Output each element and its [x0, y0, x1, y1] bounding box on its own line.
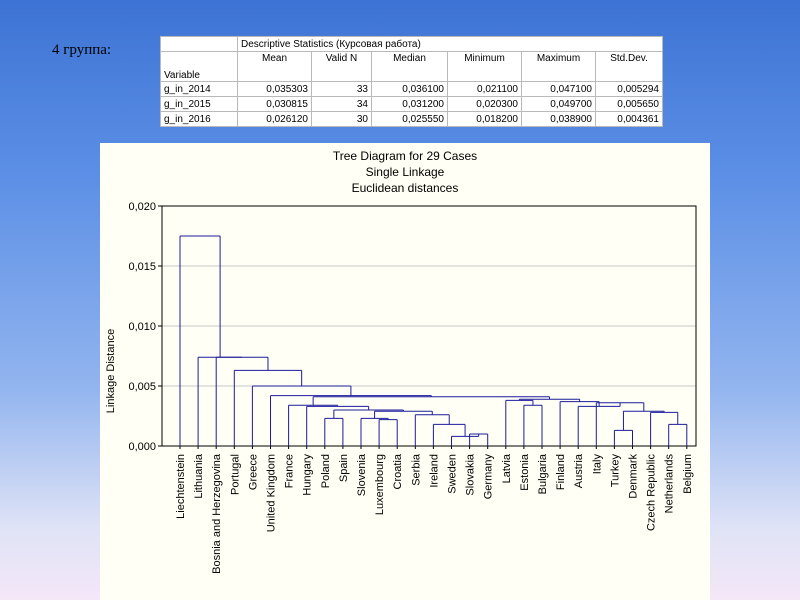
column-header-maximum: Maximum [521, 51, 596, 82]
leaf-label: Hungary [302, 454, 314, 496]
grid-lines [162, 265, 696, 387]
table-row: g_in_2014 0,035303 33 0,036100 0,021100 … [160, 81, 663, 97]
leaf-label: Lithuania [193, 453, 205, 499]
dendrogram-chart: Tree Diagram for 29 Cases Single Linkage… [100, 143, 710, 600]
table-cell: 0,035303 [237, 81, 312, 97]
leaf-label: Turkey [609, 454, 621, 488]
table-cell: 0,018200 [447, 111, 522, 127]
descriptive-statistics-table: Descriptive Statistics (Курсовая работа)… [160, 36, 663, 127]
leaf-label: Slovakia [465, 453, 477, 495]
column-header-median: Median [371, 51, 448, 82]
table-cell: 0,038900 [521, 111, 596, 127]
table-row: g_in_2015 0,030815 34 0,031200 0,020300 … [160, 96, 663, 112]
column-header-minimum: Minimum [447, 51, 522, 82]
table-cell: 33 [311, 81, 372, 97]
leaf-label: Poland [320, 454, 332, 488]
table-cell: 0,026120 [237, 111, 312, 127]
chart-subtitle: Single Linkage [366, 165, 445, 179]
leaf-label: Estonia [519, 453, 531, 491]
table-cell: 0,030815 [237, 96, 312, 112]
leaf-label: Serbia [410, 453, 422, 486]
leaf-label: Liechtenstein [175, 454, 187, 519]
table-cell: 0,020300 [447, 96, 522, 112]
y-tick-label: 0,000 [128, 441, 156, 453]
leaf-label: Spain [338, 454, 350, 482]
slide-label: 4 группа: [52, 42, 112, 58]
table-cell-variable: g_in_2016 [160, 111, 238, 127]
table-cell: 0,036100 [371, 81, 448, 97]
column-header-mean: Mean [237, 51, 312, 82]
y-tick-label: 0,020 [128, 201, 156, 213]
dendrogram-links [179, 235, 688, 446]
leaf-label: Netherlands [664, 454, 676, 514]
y-tick-label: 0,005 [128, 381, 156, 393]
leaf-label: Austria [573, 453, 585, 488]
column-header-std-dev: Std.Dev. [595, 51, 663, 82]
column-header-valid-n: Valid N [311, 51, 372, 82]
table-cell: 0,004361 [595, 111, 663, 127]
y-tick-label: 0,015 [128, 261, 156, 273]
table-cell: 0,025550 [371, 111, 448, 127]
leaf-label: Sweden [447, 454, 459, 494]
leaf-label: Ireland [428, 454, 440, 488]
dendrogram-svg: Tree Diagram for 29 Cases Single Linkage… [105, 149, 697, 574]
leaf-label: Denmark [628, 454, 640, 499]
leaf-label: Italy [591, 454, 603, 475]
table-cell: 34 [311, 96, 372, 112]
leaf-label: Luxembourg [374, 454, 386, 515]
leaf-label: Finland [555, 454, 567, 490]
table-caption: Descriptive Statistics (Курсовая работа) [237, 36, 663, 52]
leaf-label: Czech Republic [646, 454, 658, 532]
table-cell-variable: g_in_2014 [160, 81, 238, 97]
table-cell: 0,005294 [595, 81, 663, 97]
leaf-label: Bosnia and Herzegovina [211, 453, 223, 574]
leaf-label: Greece [247, 454, 259, 490]
leaf-label: France [284, 454, 296, 488]
table-cell: 0,047100 [521, 81, 596, 97]
table-cell: 0,005650 [595, 96, 663, 112]
y-axis-label: Linkage Distance [105, 329, 117, 413]
column-header-variable: Variable [160, 51, 238, 82]
leaf-label: Portugal [229, 454, 241, 495]
table-cell-variable: g_in_2015 [160, 96, 238, 112]
leaf-label: Slovenia [356, 453, 368, 496]
leaf-labels: Liechtenstein Lithuania Bosnia and Herzego… [175, 453, 694, 574]
leaf-label: Belgium [682, 454, 694, 494]
leaf-label: Germany [483, 454, 495, 500]
table-cell: 30 [311, 111, 372, 127]
chart-subtitle-2: Euclidean distances [352, 181, 459, 195]
leaf-label: Croatia [392, 453, 404, 489]
chart-title: Tree Diagram for 29 Cases [333, 149, 477, 163]
table-cell: 0,049700 [521, 96, 596, 112]
y-axis: 0,000 0,005 0,010 0,015 0,020 [128, 201, 697, 453]
leaf-label: Latvia [501, 453, 513, 483]
leaf-label: United Kingdom [266, 454, 278, 532]
table-row: g_in_2016 0,026120 30 0,025550 0,018200 … [160, 111, 663, 127]
table-cell: 0,031200 [371, 96, 448, 112]
table-caption-spacer [160, 36, 238, 52]
table-cell: 0,021100 [447, 81, 522, 97]
y-tick-label: 0,010 [128, 321, 156, 333]
leaf-label: Bulgaria [537, 453, 549, 494]
